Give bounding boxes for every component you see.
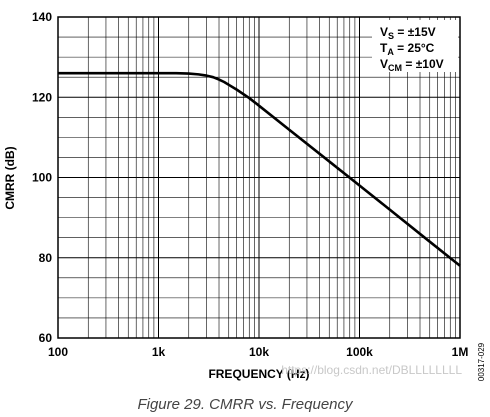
x-tick-label: 1k [152, 345, 166, 359]
vs-condition: VS = ±15V [380, 25, 436, 41]
tick-labels: 100 1k 10k 100k 1M 60 80 100 120 140 [32, 10, 468, 359]
vcm-condition: VCM = ±10V [380, 57, 444, 73]
cmrr-curve [58, 71, 461, 267]
ta-condition: TA = 25°C [380, 41, 435, 57]
y-tick-label: 60 [39, 331, 53, 345]
y-tick-label: 120 [32, 90, 52, 104]
y-axis-label: CMRR (dB) [3, 146, 17, 209]
series-group [58, 71, 461, 267]
figure-caption: Figure 29. CMRR vs. Frequency [137, 396, 353, 413]
y-tick-label: 80 [39, 251, 53, 265]
watermark: https://blog.csdn.net/DBLLLLLLLL [281, 363, 462, 377]
y-tick-label: 100 [32, 171, 52, 185]
x-tick-label: 100k [346, 345, 373, 359]
x-tick-label: 1M [452, 345, 469, 359]
x-tick-label: 10k [249, 345, 269, 359]
plot-frame [57, 16, 461, 339]
y-tick-label: 140 [32, 10, 52, 24]
x-tick-label: 100 [48, 345, 68, 359]
x-axis-label: FREQUENCY (Hz) [208, 367, 309, 381]
conditions-box [372, 20, 458, 72]
figure-code: 00317-029 [477, 342, 486, 381]
